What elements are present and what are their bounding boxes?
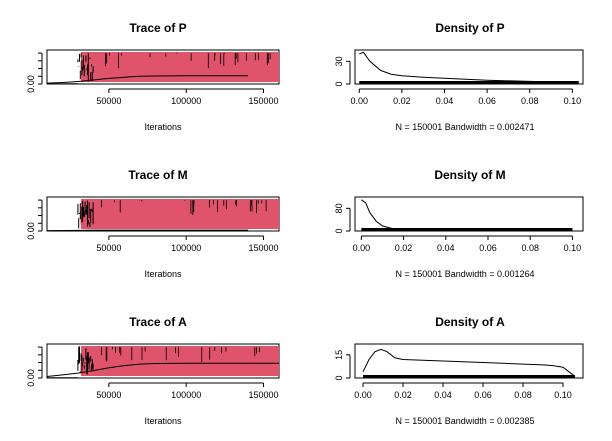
x-tick-label: 150000 — [249, 390, 279, 400]
trace-chain-1-spikes — [105, 53, 271, 69]
x-tick-label: 0.08 — [514, 390, 532, 400]
plot-frame — [354, 343, 584, 379]
x-tick-label: 150000 — [249, 243, 279, 253]
x-tick-label: 0.02 — [395, 243, 413, 253]
rug-marks — [359, 81, 579, 84]
x-tick-label: 0.00 — [350, 96, 368, 106]
x-tick-label: 0.04 — [436, 96, 454, 106]
y-tick-label: 0 — [334, 81, 344, 86]
running-mean-line — [46, 75, 249, 84]
x-tick-label: 0.08 — [521, 96, 539, 106]
panel-density-p: Density of P N = 150001 Bandwidth = 0.00… — [354, 21, 584, 132]
density-curve — [361, 199, 573, 232]
rug-marks — [361, 228, 573, 231]
x-axis-label: N = 150001 Bandwidth = 0.002385 — [395, 416, 534, 426]
y-tick-label: 80 — [334, 203, 344, 213]
plot-frame — [354, 196, 584, 232]
x-tick-label: 0.00 — [354, 390, 372, 400]
x-tick-label: 100000 — [171, 243, 201, 253]
running-mean-line — [46, 362, 279, 377]
trace-chain-1-burnin — [77, 346, 94, 375]
trace-chain-2-line — [80, 346, 278, 376]
x-tick-label: 0.04 — [437, 243, 455, 253]
x-axis-label: Iterations — [144, 122, 182, 132]
x-tick-label: 50000 — [96, 390, 121, 400]
panel-density-m: Density of M N = 150001 Bandwidth = 0.00… — [354, 168, 584, 279]
plot-area-3: 0.00 0.02 0.04 0.06 0.08 0.10 0 80 — [334, 199, 582, 253]
x-tick-label: 150000 — [249, 96, 279, 106]
trace-chain-2-line — [80, 52, 278, 82]
x-axis-label: N = 150001 Bandwidth = 0.002471 — [395, 122, 534, 132]
x-tick-label: 0.02 — [393, 96, 411, 106]
x-tick-label: 0.06 — [474, 390, 492, 400]
trace-chain-1-spikes — [101, 347, 260, 362]
chart-title: Density of M — [434, 168, 505, 182]
y-tick-label: 15 — [334, 350, 344, 360]
x-tick-label: 100000 — [171, 390, 201, 400]
x-tick-label: 0.10 — [554, 390, 572, 400]
x-tick-label: 0.04 — [434, 390, 452, 400]
trace-chain-1-burnin — [77, 200, 94, 229]
trace-chain-1-burnin — [77, 53, 94, 82]
chart-title: Trace of M — [128, 168, 187, 182]
rug-marks — [363, 375, 575, 378]
x-tick-label: 0.10 — [564, 243, 582, 253]
x-axis-label: Iterations — [144, 269, 182, 279]
y-tick-label: 0 — [334, 228, 344, 233]
x-tick-label: 0.02 — [394, 390, 412, 400]
density-curve — [359, 51, 579, 85]
x-tick-label: 100000 — [171, 96, 201, 106]
chart-title: Density of A — [435, 315, 505, 329]
plot-area-5: 0.00 0.02 0.04 0.06 0.08 0.10 0 15 — [334, 348, 576, 400]
x-tick-label: 0.08 — [521, 243, 539, 253]
chart-title: Trace of A — [129, 315, 187, 329]
panel-density-a: Density of A N = 150001 Bandwidth = 0.00… — [354, 315, 584, 426]
x-axis-label: Iterations — [144, 416, 182, 426]
y-tick-label: 0.00 — [26, 222, 36, 240]
chart-title: Trace of P — [129, 21, 186, 35]
x-tick-label: 0.06 — [479, 243, 497, 253]
x-tick-label: 0.00 — [353, 243, 371, 253]
y-tick-label: 30 — [334, 56, 344, 66]
x-tick-label: 50000 — [96, 96, 121, 106]
trace-chain-1-spikes — [101, 200, 267, 215]
chart-title: Density of P — [435, 21, 504, 35]
x-tick-label: 0.10 — [564, 96, 582, 106]
plot-area-4: 50000 100000 150000 0.00 — [26, 346, 279, 400]
density-curve — [362, 348, 576, 377]
plot-area-0: 50000 100000 150000 0.00 — [26, 52, 279, 106]
running-mean-line — [46, 229, 249, 232]
plot-area-1: 0.00 0.02 0.04 0.06 0.08 0.10 0 30 — [334, 51, 582, 106]
plot-area-2: 50000 100000 150000 0.00 — [26, 199, 279, 253]
x-axis-label: N = 150001 Bandwidth = 0.001264 — [395, 269, 534, 279]
x-tick-label: 0.06 — [478, 96, 496, 106]
y-tick-label: 0 — [334, 375, 344, 380]
y-tick-label: 0.00 — [26, 369, 36, 387]
x-tick-label: 50000 — [96, 243, 121, 253]
y-tick-label: 0.00 — [26, 75, 36, 93]
